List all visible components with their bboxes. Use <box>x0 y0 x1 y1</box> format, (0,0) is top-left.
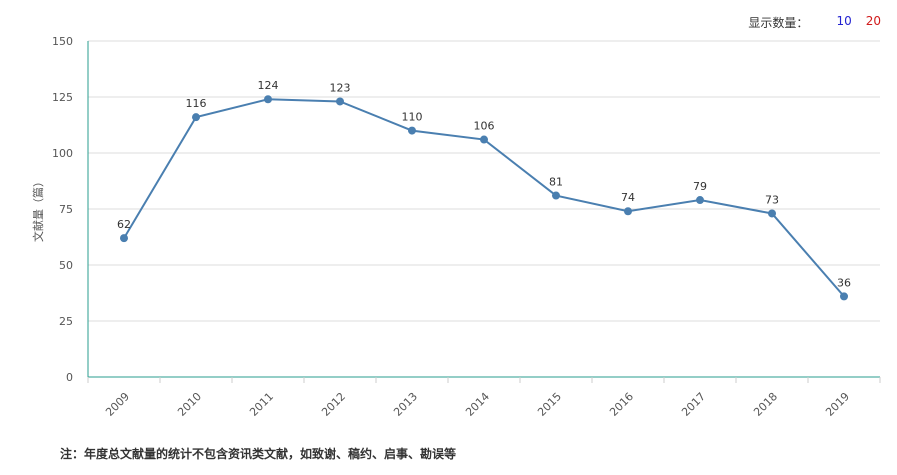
x-tick-label: 2011 <box>247 390 276 419</box>
y-tick-label: 50 <box>59 259 73 272</box>
y-tick-label: 150 <box>52 35 73 48</box>
data-label: 36 <box>837 276 851 289</box>
x-tick-label: 2012 <box>319 390 348 419</box>
x-tick-label: 2015 <box>535 390 564 419</box>
data-point <box>408 126 416 135</box>
data-point <box>552 191 560 200</box>
x-tick-label: 2009 <box>103 390 132 419</box>
y-axis-title: 文献量（篇） <box>31 176 45 242</box>
data-label: 116 <box>186 97 207 110</box>
y-tick-label: 75 <box>59 203 73 216</box>
x-tick-label: 2010 <box>175 390 204 419</box>
data-label: 110 <box>402 111 423 124</box>
y-tick-label: 100 <box>52 147 73 160</box>
data-label: 62 <box>117 218 131 231</box>
data-label: 81 <box>549 176 563 189</box>
data-point <box>480 135 488 144</box>
data-point <box>768 209 776 218</box>
footer-note: 注：年度总文献量的统计不包含资讯类文献，如致谢、稿约、启事、勘误等 <box>60 447 457 461</box>
y-tick-label: 0 <box>66 371 73 384</box>
data-label: 123 <box>330 81 351 94</box>
data-label: 79 <box>693 180 707 193</box>
y-tick-label: 125 <box>52 91 73 104</box>
display-count-option-10[interactable]: 10 <box>836 14 852 28</box>
data-point <box>624 207 632 216</box>
data-label: 106 <box>474 120 495 133</box>
line-chart: 0 25 50 75 100 125 150 2009 2010 2011 2012 2013 2014… <box>31 35 881 419</box>
display-count-label: 显示数量： <box>748 16 809 30</box>
x-tick-label: 2016 <box>607 390 636 419</box>
display-count-bar: 显示数量： 10 20 <box>748 14 881 31</box>
data-label: 73 <box>765 193 779 206</box>
x-tick-label: 2017 <box>679 390 708 419</box>
data-point <box>336 97 344 106</box>
x-tick-label: 2013 <box>391 390 420 419</box>
x-tick-label: 2018 <box>751 390 780 419</box>
data-point <box>264 95 272 104</box>
x-tick-label: 2019 <box>823 390 852 419</box>
x-tick-label: 2014 <box>463 390 492 419</box>
data-point <box>696 196 704 205</box>
data-point <box>840 292 848 301</box>
data-point <box>120 234 128 243</box>
data-label: 124 <box>258 79 279 92</box>
y-tick-label: 25 <box>59 315 73 328</box>
data-point <box>192 113 200 122</box>
display-count-option-20[interactable]: 20 <box>865 14 881 28</box>
data-label: 74 <box>621 191 635 204</box>
